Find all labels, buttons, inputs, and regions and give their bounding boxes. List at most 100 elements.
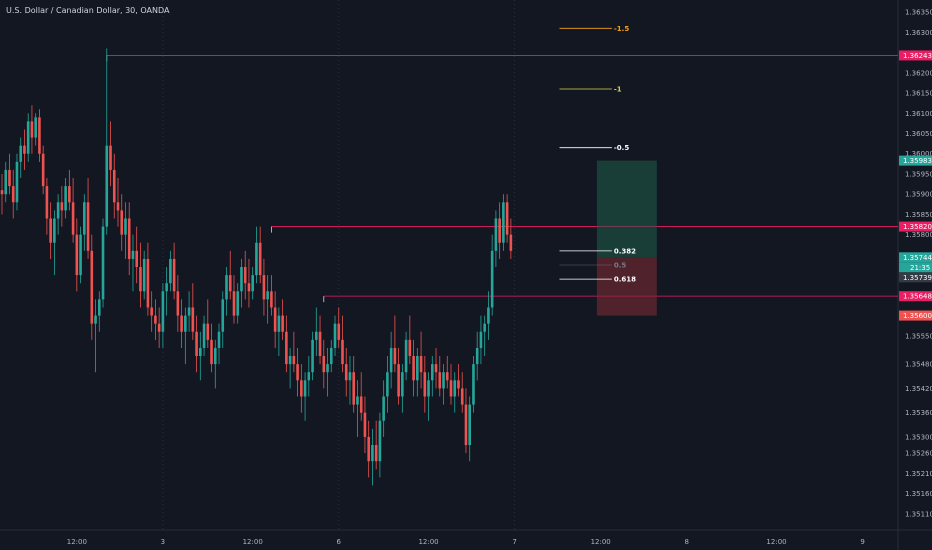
candle-body [438,372,442,389]
candle-body [232,291,236,316]
candle-body [64,186,67,211]
candle-body [348,372,352,381]
candle-body [157,323,161,332]
price-tick-label: 1.35160 [905,490,932,498]
candle-body [419,356,423,373]
candle-body [90,250,94,324]
candle-body [273,307,277,332]
stop-price-badge-text: 1.35600 [903,312,932,320]
candle-body [464,404,468,446]
candle-body [457,380,460,389]
candle-body [161,291,165,332]
candle-body [509,234,513,251]
level-price-badge-text: 1.35648 [903,293,932,301]
candle-body [382,396,385,421]
candle-body [374,445,378,462]
candle-body [94,315,97,324]
candle-body [404,339,408,373]
candle-body [172,258,176,292]
price-tick-label: 1.35950 [905,170,932,178]
candle-body [75,234,79,276]
price-tick-label: 1.36100 [905,110,932,118]
entry-price-badge-text: 1.35744 [903,254,932,262]
price-tick-label: 1.35300 [905,433,932,441]
candle-body [367,436,370,462]
candle-body [49,218,52,243]
candle-body [240,267,243,292]
candle-body [378,420,382,462]
candle-body [427,380,430,397]
candle-body [195,331,198,357]
candle-body [184,315,187,332]
level-price-badge-text: 1.36243 [903,52,932,60]
time-tick-label: 12:00 [591,538,611,546]
candle-body [498,218,501,243]
stop-price-badge [899,310,932,321]
candle-body [300,380,303,397]
time-tick-label: 3 [161,538,165,546]
candle-body [30,121,34,138]
candle-body [97,299,101,316]
candle-body [397,364,400,397]
candle-body [333,323,337,348]
candle-body [475,347,479,365]
candle-body [281,315,284,332]
position-profit-zone[interactable] [596,160,657,258]
level-price-badge [899,221,932,232]
position-loss-zone[interactable] [596,257,657,316]
candle-body [329,347,333,365]
time-tick-label: 9 [860,538,864,546]
candle-body [79,234,82,276]
candle-body [344,364,348,381]
candle-body [41,153,45,187]
candle-body [296,364,299,381]
candle-body [270,291,273,308]
candle-body [169,258,172,284]
price-tick-label: 1.35800 [905,231,932,239]
candle-body [127,218,131,259]
price-tick-label: 1.35110 [905,510,932,518]
fib-level-label: -1 [614,86,622,94]
candle-body [236,291,240,316]
price-tick-label: 1.35420 [905,385,932,393]
last-price-badge [899,272,932,283]
candle-body [453,380,457,397]
candle-body [341,339,344,365]
candle-body [191,307,195,332]
candle-body [255,242,258,276]
candle-body [318,331,322,357]
candle-body [243,267,247,284]
fib-level-label: 0.5 [614,262,627,270]
fib-level-label: -0.5 [614,144,629,152]
candle-body [359,396,363,413]
price-tick-label: 1.36200 [905,69,932,77]
candle-body [494,218,498,251]
candle-body [56,202,60,219]
candle-body [11,186,15,203]
candle-body [210,339,213,365]
candle-body [202,323,206,348]
candle-body [213,347,217,365]
candle-body [19,145,23,162]
candle-body [34,117,37,138]
countdown-badge [899,262,932,273]
candle-body [146,258,150,308]
candle-body [292,356,296,365]
candle-body [487,307,490,324]
price-tick-label: 1.35210 [905,470,932,478]
time-tick-label: 12:00 [67,538,87,546]
candle-body [109,145,112,170]
candle-body [303,380,307,397]
candle-body [472,364,475,405]
time-tick-label: 12:00 [243,538,263,546]
candle-body [112,169,116,203]
candle-body [116,202,120,211]
price-tick-label: 1.35850 [905,211,932,219]
candle-body [505,202,509,235]
candle-body [442,372,445,389]
candle-body [150,307,153,316]
candle-body [251,275,254,292]
